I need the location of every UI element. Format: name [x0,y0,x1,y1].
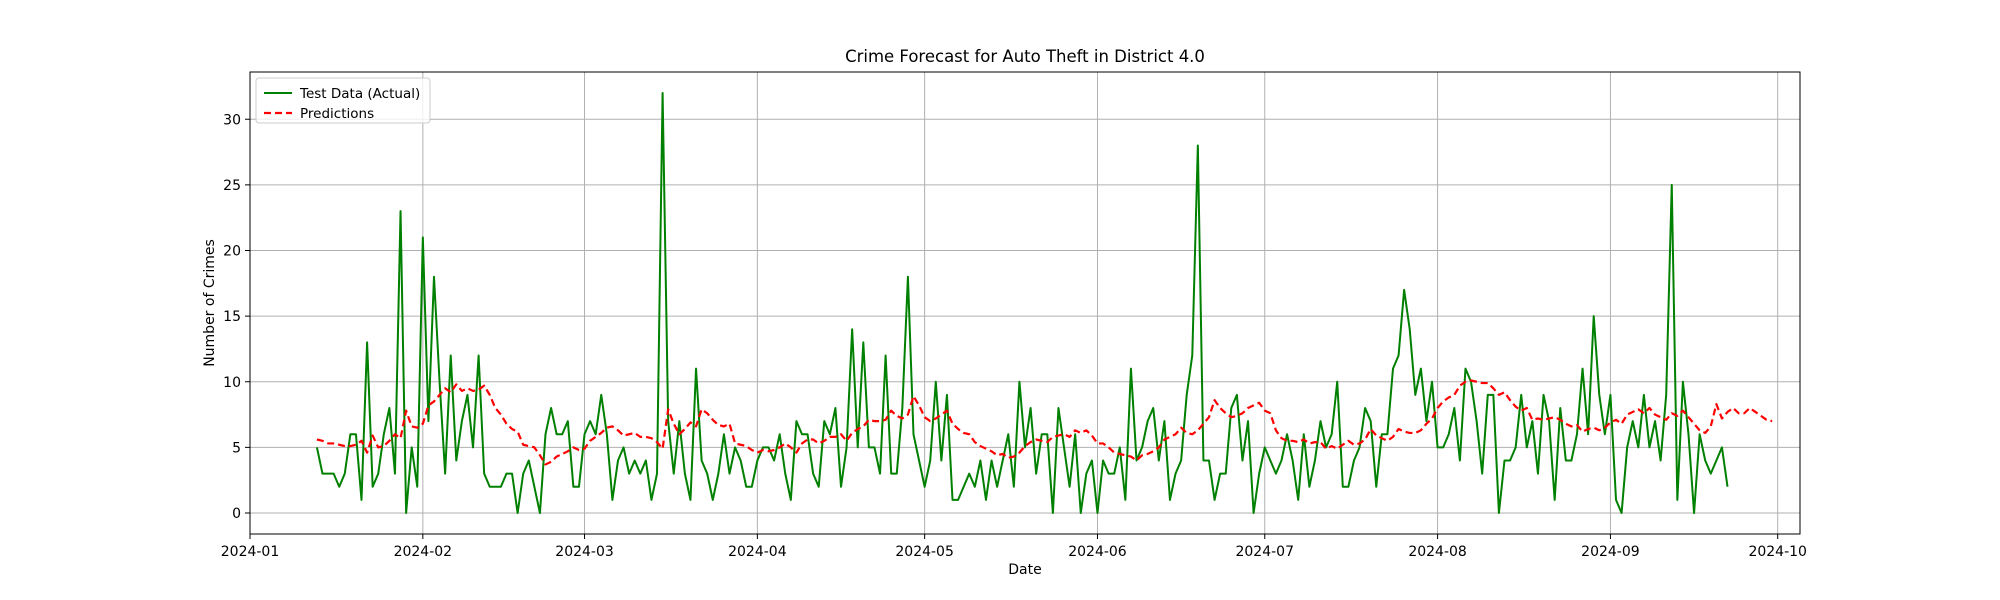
legend: Test Data (Actual) Predictions [255,77,431,124]
x-tick-label: 2024-08 [1408,544,1467,560]
y-tick-label: 30 [223,112,241,128]
grid [249,72,1800,534]
x-tick-label: 2024-03 [555,544,614,560]
y-tick-label: 15 [223,309,241,325]
y-tick-label: 0 [232,506,241,522]
y-tick-label: 20 [223,244,241,260]
legend-box [255,77,431,124]
x-tick-label: 2024-09 [1581,544,1640,560]
plot-frame [249,71,1801,535]
chart-title: Crime Forecast for Auto Theft in Distric… [845,47,1205,66]
y-axis-label: Number of Crimes [202,239,218,367]
y-tick-label: 10 [223,375,241,391]
x-tick-label: 2024-10 [1748,544,1807,560]
x-tick-label: 2024-04 [728,544,787,560]
series-line-actual [315,92,1729,514]
x-axis-label: Date [1008,562,1041,578]
x-tick-label: 2024-02 [394,544,453,560]
y-tick-label: 5 [232,440,241,456]
y-tick-label: 25 [223,178,241,194]
x-tick-label: 2024-01 [221,544,280,560]
x-tick-label: 2024-05 [895,544,954,560]
plot-area [250,72,1800,534]
series-line-predictions [316,379,1773,466]
legend-label-actual: Test Data (Actual) [299,86,420,102]
x-tick-label: 2024-06 [1068,544,1127,560]
legend-label-predictions: Predictions [300,106,374,122]
x-tick-label: 2024-07 [1235,544,1294,560]
ticks: 2024-01 2024-02 2024-03 2024-04 2024-05 2024-… [221,112,1807,560]
series-layer [315,92,1773,514]
